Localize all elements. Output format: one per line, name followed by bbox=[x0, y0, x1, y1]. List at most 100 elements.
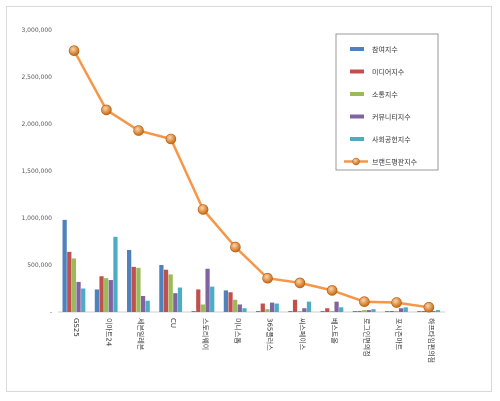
x-category-label: GS25 bbox=[72, 318, 80, 337]
bar bbox=[99, 276, 104, 312]
bar bbox=[306, 301, 312, 312]
bar bbox=[385, 311, 390, 312]
bar bbox=[357, 311, 362, 312]
line-point bbox=[423, 301, 435, 313]
legend-marker bbox=[352, 157, 360, 166]
legend-label: 사회공헌지수 bbox=[372, 135, 411, 144]
legend-swatch bbox=[350, 47, 364, 51]
bar bbox=[352, 311, 357, 312]
bar bbox=[196, 289, 201, 312]
bars-layer bbox=[62, 219, 441, 312]
bar bbox=[108, 280, 113, 312]
brand-index-line bbox=[73, 50, 430, 309]
line-point bbox=[262, 272, 273, 284]
bar bbox=[362, 310, 367, 312]
bar bbox=[302, 308, 307, 312]
bar bbox=[417, 311, 422, 312]
x-category-label: 포시즌마트 bbox=[395, 318, 404, 351]
bar bbox=[339, 307, 344, 312]
bar bbox=[421, 311, 427, 312]
bar bbox=[329, 311, 335, 312]
legend-label: 소통지수 bbox=[372, 90, 398, 99]
bar bbox=[288, 311, 293, 312]
bar bbox=[256, 311, 261, 312]
bar bbox=[62, 219, 67, 312]
bar bbox=[159, 265, 164, 312]
line-point bbox=[230, 241, 241, 253]
line-point bbox=[68, 45, 80, 57]
line-point bbox=[133, 125, 144, 136]
legend-swatch bbox=[350, 114, 364, 119]
bar bbox=[435, 310, 441, 312]
x-category-label: 씨스페이스 bbox=[298, 318, 307, 351]
bar bbox=[67, 251, 72, 312]
bar bbox=[168, 274, 173, 312]
y-tick-label: 3,000,000 bbox=[21, 27, 52, 34]
bar bbox=[320, 311, 325, 312]
bar bbox=[210, 286, 215, 312]
bar bbox=[223, 290, 228, 312]
x-category-label: 이마트24 bbox=[104, 318, 113, 347]
axis-layer: - 500,000 1,000,000 1,500,000 2,000,000 2,500… bbox=[21, 27, 445, 363]
y-tick-label: - bbox=[50, 309, 52, 316]
bar bbox=[76, 281, 81, 312]
bar bbox=[292, 299, 298, 312]
bar bbox=[228, 292, 233, 312]
y-tick-label: 500,000 bbox=[27, 262, 52, 269]
bar bbox=[173, 293, 178, 312]
line-point bbox=[391, 297, 402, 308]
bar bbox=[81, 288, 86, 312]
bar bbox=[163, 269, 169, 312]
bar bbox=[394, 311, 399, 312]
legend-label: 커뮤니티지수 bbox=[372, 113, 411, 122]
y-tick-label: 1,500,000 bbox=[21, 168, 52, 175]
bar bbox=[104, 278, 109, 312]
bar bbox=[200, 304, 206, 312]
bar bbox=[260, 303, 265, 312]
bar bbox=[113, 236, 118, 312]
line-point bbox=[294, 277, 306, 289]
legend-swatch bbox=[350, 137, 364, 141]
bar bbox=[237, 304, 242, 312]
bar bbox=[191, 311, 196, 312]
bar bbox=[177, 287, 183, 312]
line-point bbox=[101, 104, 112, 116]
x-category-label: 스토리웨이 bbox=[201, 318, 210, 350]
legend-box bbox=[335, 33, 439, 171]
bar bbox=[297, 311, 302, 312]
line-point bbox=[359, 296, 370, 308]
bar bbox=[145, 300, 150, 312]
bar bbox=[140, 296, 146, 312]
x-category-label: 미니스톱 bbox=[233, 318, 242, 344]
line-point bbox=[197, 204, 209, 215]
bar bbox=[371, 309, 376, 312]
bar bbox=[94, 289, 100, 312]
bar bbox=[274, 303, 279, 312]
y-tick-label: 2,500,000 bbox=[21, 74, 52, 81]
legend-label: 참여지수 bbox=[372, 45, 398, 54]
legend-swatch bbox=[350, 92, 364, 96]
bar bbox=[366, 310, 371, 312]
bar bbox=[136, 267, 141, 312]
line-layer bbox=[68, 45, 435, 313]
bar bbox=[325, 308, 330, 312]
y-tick-label: 1,000,000 bbox=[21, 215, 52, 222]
x-category-label: 로그인편의점 bbox=[362, 318, 371, 357]
bar bbox=[205, 268, 210, 312]
bar bbox=[131, 266, 136, 312]
bar bbox=[127, 249, 132, 312]
legend-label: 브랜드평판지수 bbox=[372, 158, 418, 167]
x-category-label: 하프타임편의점 bbox=[427, 318, 436, 363]
legend-label: 미디어지수 bbox=[372, 68, 405, 77]
x-category-label: 세븐일레븐 bbox=[137, 318, 146, 351]
bar bbox=[269, 302, 275, 312]
bar bbox=[233, 299, 238, 312]
x-category-label: 365플러스 bbox=[266, 318, 275, 351]
line-point bbox=[326, 285, 338, 296]
bar bbox=[431, 311, 436, 312]
bar bbox=[389, 311, 394, 312]
x-category-label: 베스트올 bbox=[330, 318, 339, 344]
bar bbox=[334, 301, 339, 312]
